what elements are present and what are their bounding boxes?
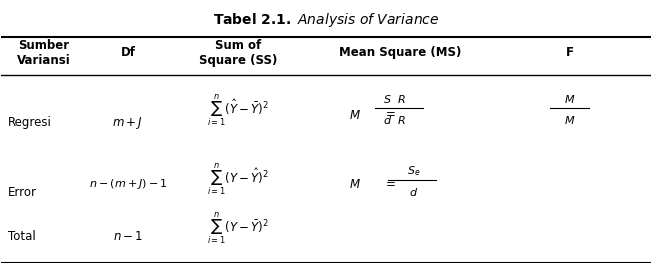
Text: Mean Square (MS): Mean Square (MS) bbox=[340, 46, 462, 59]
Text: $S_e$: $S_e$ bbox=[407, 164, 421, 178]
Text: $\bf{Tabel\ 2.1.}$ $\it{Analysis\ of\ Variance}$: $\bf{Tabel\ 2.1.}$ $\it{Analysis\ of\ Va… bbox=[213, 11, 439, 29]
Text: Sumber
Variansi: Sumber Variansi bbox=[17, 39, 70, 67]
Text: $M$: $M$ bbox=[349, 109, 361, 121]
Text: $n-1$: $n-1$ bbox=[113, 230, 143, 243]
Text: $d$: $d$ bbox=[409, 186, 418, 198]
Text: =: = bbox=[386, 178, 396, 191]
Text: $\sum_{i=1}^{n}(Y - \bar{Y})^2$: $\sum_{i=1}^{n}(Y - \bar{Y})^2$ bbox=[207, 211, 269, 246]
Text: =: = bbox=[386, 109, 396, 121]
Text: F: F bbox=[565, 46, 574, 59]
Text: Error: Error bbox=[8, 186, 37, 199]
Text: $m + J$: $m + J$ bbox=[113, 115, 143, 131]
Text: Df: Df bbox=[121, 46, 136, 59]
Text: $M$: $M$ bbox=[349, 178, 361, 191]
Text: Total: Total bbox=[8, 230, 36, 243]
Text: $M$: $M$ bbox=[564, 93, 575, 105]
Text: $d\ \ R$: $d\ \ R$ bbox=[383, 114, 406, 126]
Text: $n-(m+J)-1$: $n-(m+J)-1$ bbox=[89, 177, 168, 191]
Text: $\sum_{i=1}^{n}(\hat{Y} - \bar{Y})^2$: $\sum_{i=1}^{n}(\hat{Y} - \bar{Y})^2$ bbox=[207, 92, 269, 128]
Text: $S\ \ R$: $S\ \ R$ bbox=[383, 93, 406, 105]
Text: $\sum_{i=1}^{n}(Y - \hat{Y})^2$: $\sum_{i=1}^{n}(Y - \hat{Y})^2$ bbox=[207, 161, 269, 197]
Text: $M$: $M$ bbox=[564, 114, 575, 126]
Text: Sum of
Square (SS): Sum of Square (SS) bbox=[199, 39, 278, 67]
Text: Regresi: Regresi bbox=[8, 116, 52, 129]
